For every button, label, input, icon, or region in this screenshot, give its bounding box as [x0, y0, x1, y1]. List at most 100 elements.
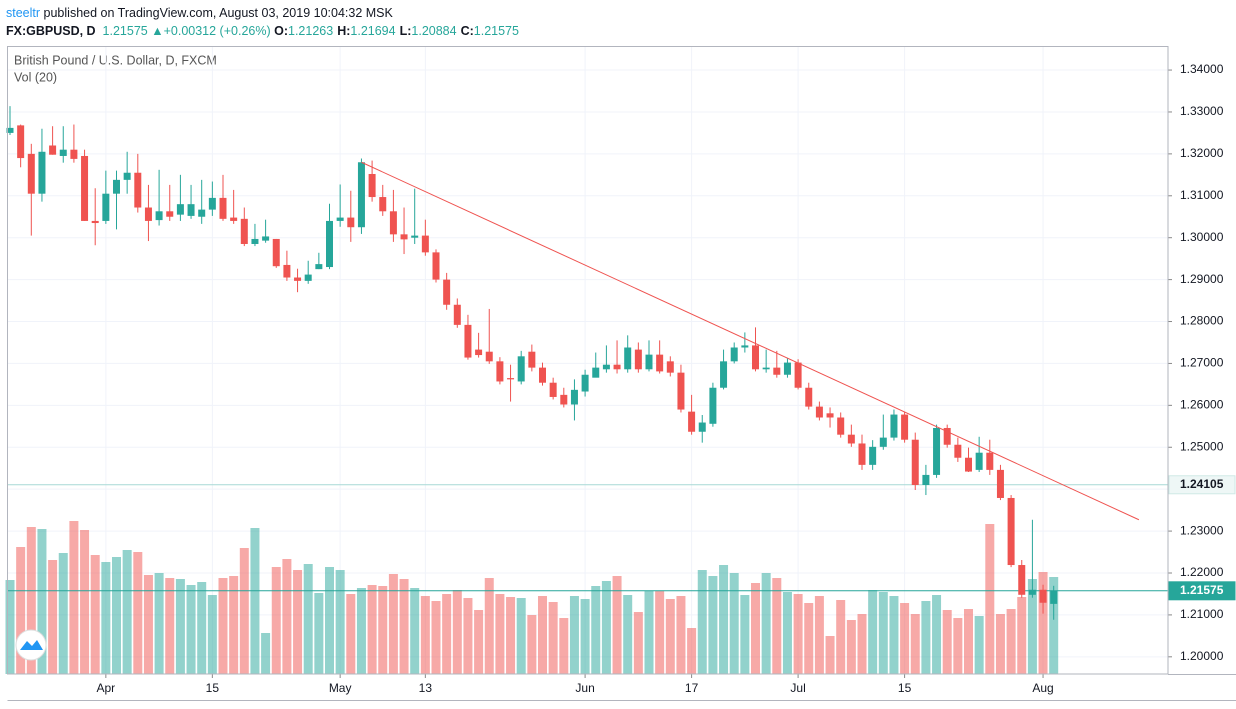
author[interactable]: steeltr: [6, 6, 41, 20]
volume-bar: [814, 596, 824, 674]
volume-bar: [48, 560, 58, 674]
candle-body: [549, 382, 557, 397]
volume-bar: [580, 599, 590, 674]
candle-body: [304, 274, 312, 281]
trend-line: [361, 161, 1140, 521]
candle-body: [901, 414, 909, 440]
x-tick-label: 17: [685, 681, 699, 695]
candle-body: [326, 220, 333, 268]
volume-bar: [953, 618, 963, 674]
volume-bar: [442, 594, 452, 674]
candle-body: [485, 351, 493, 362]
candle-body: [730, 347, 738, 362]
volume-bar: [506, 597, 516, 674]
volume-bar: [80, 530, 90, 674]
candle-body: [432, 252, 440, 280]
y-tick-label: 1.30000: [1180, 230, 1224, 244]
volume-bar: [303, 564, 313, 674]
ohlc-value: 1.20884: [411, 24, 457, 38]
arrow: ▲: [151, 24, 164, 38]
candle-body: [27, 153, 35, 194]
volume-bar: [751, 583, 760, 674]
x-tick-label: Aug: [1032, 681, 1053, 695]
candle-body: [794, 362, 802, 388]
volume-bar: [197, 582, 207, 674]
candle-body: [911, 439, 919, 485]
volume-bar: [601, 581, 611, 674]
candle-body: [869, 446, 877, 465]
volume-bar: [942, 610, 952, 674]
volume-bar: [900, 603, 910, 674]
volume-bar: [1017, 597, 1027, 674]
volume-bar: [1038, 572, 1048, 674]
volume-bar: [527, 615, 537, 674]
y-tick-label: 1.31000: [1180, 188, 1224, 202]
volume-bar: [186, 585, 196, 674]
volume-bar: [1006, 609, 1016, 674]
candle-body: [464, 324, 472, 358]
candle-body: [560, 394, 568, 405]
volume-bar: [889, 596, 899, 674]
ohlc-value: 1.21575: [473, 24, 519, 38]
y-tick-label: 1.23000: [1180, 523, 1224, 537]
candle-body: [443, 279, 451, 305]
candle-body: [294, 277, 302, 281]
volume-bar: [37, 529, 47, 674]
ohlc-value: 1.21263: [288, 24, 334, 38]
volume-bar: [932, 595, 942, 674]
candle-body: [368, 173, 376, 198]
candle-body: [709, 387, 717, 424]
price-label-box: [1168, 475, 1236, 495]
volume-bar: [69, 521, 79, 674]
candle-body: [613, 364, 621, 370]
candle-body: [262, 236, 270, 241]
candle-body: [656, 354, 664, 372]
volume-bar: [857, 614, 867, 674]
change: +0.00312 (+0.26%): [163, 24, 271, 38]
price-label: 1.21575: [1180, 583, 1224, 597]
volume-bar: [5, 580, 15, 674]
candle-body: [1039, 589, 1047, 603]
volume-title: Vol (20): [14, 70, 57, 84]
y-tick-label: 1.32000: [1180, 146, 1224, 160]
logo: [15, 629, 47, 661]
candle-body: [240, 218, 248, 244]
x-tick-label: 13: [419, 681, 433, 695]
volume-bar: [420, 596, 430, 674]
candle-body: [581, 374, 589, 392]
candle-body: [539, 367, 546, 383]
candle-body: [1018, 565, 1026, 595]
volume-bar: [325, 567, 334, 674]
candle-body: [176, 204, 184, 215]
candle-body: [411, 235, 419, 238]
y-tick-label: 1.25000: [1180, 439, 1224, 453]
ohlc: O:1.21263 H:1.21694 L:1.20884 C:1.21575: [274, 24, 523, 38]
x-tick-label: Jun: [575, 681, 594, 695]
volume-bar: [708, 576, 718, 674]
candle-body: [283, 264, 291, 278]
candle-body: [347, 217, 355, 228]
candle-body: [933, 427, 941, 475]
candle-body: [38, 151, 46, 194]
ohlc-label: C:: [460, 24, 474, 38]
volume-bar: [250, 528, 260, 674]
candle-body: [144, 207, 152, 221]
x-tick-label: Jul: [790, 681, 805, 695]
volume-bar: [921, 601, 931, 674]
candle-body: [1050, 590, 1058, 604]
candle-body: [389, 211, 397, 235]
price-label-box: [1168, 581, 1236, 601]
candle-body: [762, 367, 770, 370]
candle-body: [219, 197, 227, 219]
candle-body: [943, 427, 951, 445]
volume-bar: [346, 594, 356, 674]
last: 1.21575: [102, 24, 148, 38]
candle-body: [421, 235, 429, 253]
volume-bar: [112, 557, 121, 674]
candle-body: [6, 127, 14, 133]
candle-body: [858, 443, 866, 465]
candle-body: [996, 469, 1004, 498]
candle-body: [251, 238, 259, 244]
